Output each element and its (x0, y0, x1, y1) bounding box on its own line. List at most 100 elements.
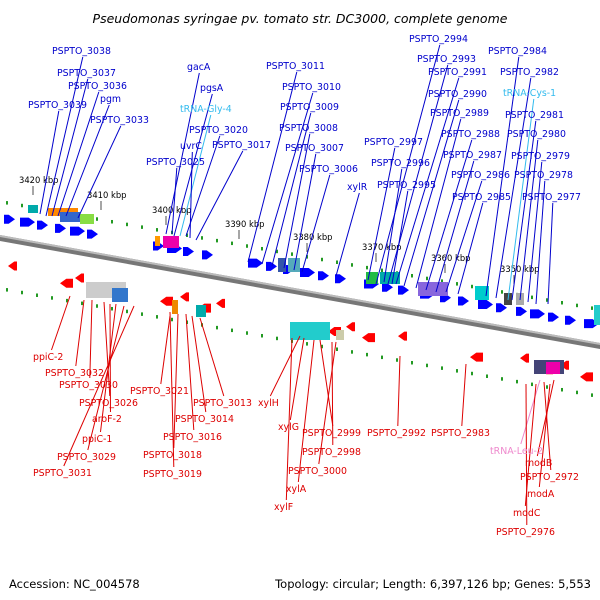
minus-gene-label[interactable]: ppiC-2 (33, 352, 63, 363)
leader-line (547, 202, 554, 305)
leader-line (435, 160, 475, 293)
plus-strand-gene (382, 282, 393, 292)
plus-gene-label[interactable]: PSPTO_2981 (505, 110, 564, 121)
minus-gene-label[interactable]: modC (513, 508, 541, 519)
minus-gene-label[interactable]: xylA (286, 484, 307, 495)
plus-gene-label[interactable]: PSPTO_2994 (409, 34, 468, 45)
plus-gene-label[interactable]: PSPTO_2982 (500, 67, 559, 78)
plus-gene-label[interactable]: PSPTO_2986 (451, 170, 510, 181)
minus-gene-label[interactable]: ppiC-1 (82, 434, 112, 445)
leader-line (538, 383, 551, 488)
scale-tick (126, 222, 128, 227)
minus-gene-label[interactable]: PSPTO_3013 (193, 398, 252, 409)
minus-gene-label[interactable]: aroF-2 (92, 414, 122, 425)
plus-gene-label[interactable]: PSPTO_3011 (266, 61, 325, 72)
plus-gene-label[interactable]: PSPTO_2987 (443, 150, 502, 161)
genome-summary-text: Topology: circular; Length: 6,397,126 bp… (275, 577, 591, 591)
plus-gene-label[interactable]: PSPTO_2991 (428, 67, 487, 78)
plus-gene-label[interactable]: PSPTO_3039 (28, 100, 87, 111)
scale-tick (561, 300, 563, 305)
plus-gene-label[interactable]: PSPTO_2993 (417, 54, 476, 65)
minus-gene-label[interactable]: PSPTO_3032 (45, 368, 104, 379)
plus-gene-label[interactable]: PSPTO_2985 (452, 192, 511, 203)
feature-block (172, 300, 178, 314)
plus-gene-label[interactable]: PSPTO_2995 (377, 180, 436, 191)
minus-gene-label[interactable]: xylG (278, 422, 299, 433)
minus-gene-label[interactable]: PSPTO_3026 (79, 398, 138, 409)
plus-gene-label[interactable]: PSPTO_3009 (280, 102, 339, 113)
minus-gene-label[interactable]: tRNA-Leu-2 (490, 446, 543, 457)
feature-block (155, 236, 160, 246)
accession-text: Accession: NC_004578 (9, 577, 140, 591)
plus-gene-label[interactable]: PSPTO_3037 (57, 68, 116, 79)
plus-gene-label[interactable]: PSPTO_3008 (279, 123, 338, 134)
minus-gene-label[interactable]: PSPTO_2999 (302, 428, 361, 439)
scale-tick (171, 317, 173, 322)
leader-line (247, 71, 298, 263)
plus-strand-gene (318, 271, 329, 281)
minus-gene-label[interactable]: PSPTO_3029 (57, 452, 116, 463)
scale-tick (246, 331, 248, 335)
minus-gene-label[interactable]: modA (527, 489, 555, 500)
minus-gene-label[interactable]: PSPTO_2983 (431, 428, 490, 439)
leader-line (89, 299, 93, 379)
minus-gene-label[interactable]: xylH (258, 398, 279, 409)
scale-labels: 3420 kbp 3410 kbp 3400 kbp 3390 kbp 3380 kbp… (19, 175, 539, 284)
minus-strand-gene (60, 278, 73, 288)
plus-gene-label[interactable]: PSPTO_3007 (285, 143, 344, 154)
plus-gene-label[interactable]: xylR (347, 182, 368, 193)
plus-gene-label[interactable]: PSPTO_3036 (68, 81, 127, 92)
scale-tick (531, 295, 533, 300)
minus-gene-label[interactable]: PSPTO_3014 (175, 414, 234, 425)
leader-line (525, 383, 528, 526)
plus-gene-label[interactable]: PSPTO_2988 (441, 129, 500, 140)
minus-gene-label[interactable]: modB (525, 458, 552, 469)
minus-gene-label[interactable]: PSPTO_2992 (367, 428, 426, 439)
minus-gene-label[interactable]: PSPTO_2972 (520, 472, 579, 483)
feature-block (288, 258, 300, 272)
plus-gene-label[interactable]: tRNA-Gly-4 (180, 104, 232, 115)
leader-line (185, 313, 195, 431)
plus-gene-label[interactable]: PSPTO_2996 (371, 158, 430, 169)
leader-line (495, 77, 532, 299)
plus-gene-label[interactable]: PSPTO_2984 (488, 46, 547, 57)
plus-gene-label[interactable]: PSPTO_2997 (364, 137, 423, 148)
leader-line (535, 180, 546, 305)
plus-gene-label[interactable]: uvrC (180, 141, 202, 152)
plus-gene-label[interactable]: PSPTO_2977 (522, 192, 581, 203)
minus-gene-label[interactable]: PSPTO_3019 (143, 469, 202, 480)
minus-gene-label[interactable]: PSPTO_2998 (302, 447, 361, 458)
plus-gene-label[interactable]: PSPTO_3017 (212, 140, 271, 151)
plus-gene-label[interactable]: PSPTO_2978 (514, 170, 573, 181)
minus-gene-label[interactable]: PSPTO_3016 (163, 432, 222, 443)
plus-gene-label[interactable]: PSPTO_2979 (511, 151, 570, 162)
plus-gene-label[interactable]: PSPTO_3038 (52, 46, 111, 57)
scale-tick (561, 387, 563, 392)
leader-line (415, 118, 462, 289)
plus-gene-label[interactable]: PSPTO_2980 (507, 129, 566, 140)
plus-gene-label[interactable]: pgsA (200, 83, 224, 94)
plus-gene-label[interactable]: gacA (187, 62, 211, 73)
minus-gene-label[interactable]: PSPTO_3031 (33, 468, 92, 479)
minus-gene-label[interactable]: PSPTO_3000 (288, 466, 347, 477)
plus-gene-label[interactable]: PSPTO_2989 (430, 108, 489, 119)
minus-gene-label[interactable]: PSPTO_2976 (496, 527, 555, 538)
leader-line (199, 317, 225, 397)
plus-gene-label[interactable]: PSPTO_3010 (282, 82, 341, 93)
plus-gene-label[interactable]: PSPTO_3006 (299, 164, 358, 175)
feature-block (163, 236, 179, 248)
minus-gene-label[interactable]: PSPTO_3021 (130, 386, 189, 397)
scale-tick (276, 336, 278, 341)
leader-line (261, 92, 314, 265)
plus-gene-label[interactable]: PSPTO_3025 (146, 157, 205, 168)
scale-tick (141, 312, 143, 316)
plus-gene-label[interactable]: PSPTO_2990 (428, 89, 487, 100)
minus-gene-label[interactable]: PSPTO_3030 (59, 380, 118, 391)
plus-gene-label[interactable]: PSPTO_3033 (90, 115, 149, 126)
plus-gene-label[interactable]: pgm (100, 94, 121, 105)
plus-gene-label[interactable]: tRNA-Cys-1 (503, 88, 556, 99)
plus-gene-label[interactable]: PSPTO_3020 (189, 125, 248, 136)
minus-gene-label[interactable]: PSPTO_3018 (143, 450, 202, 461)
minus-gene-label[interactable]: xylF (274, 502, 293, 513)
